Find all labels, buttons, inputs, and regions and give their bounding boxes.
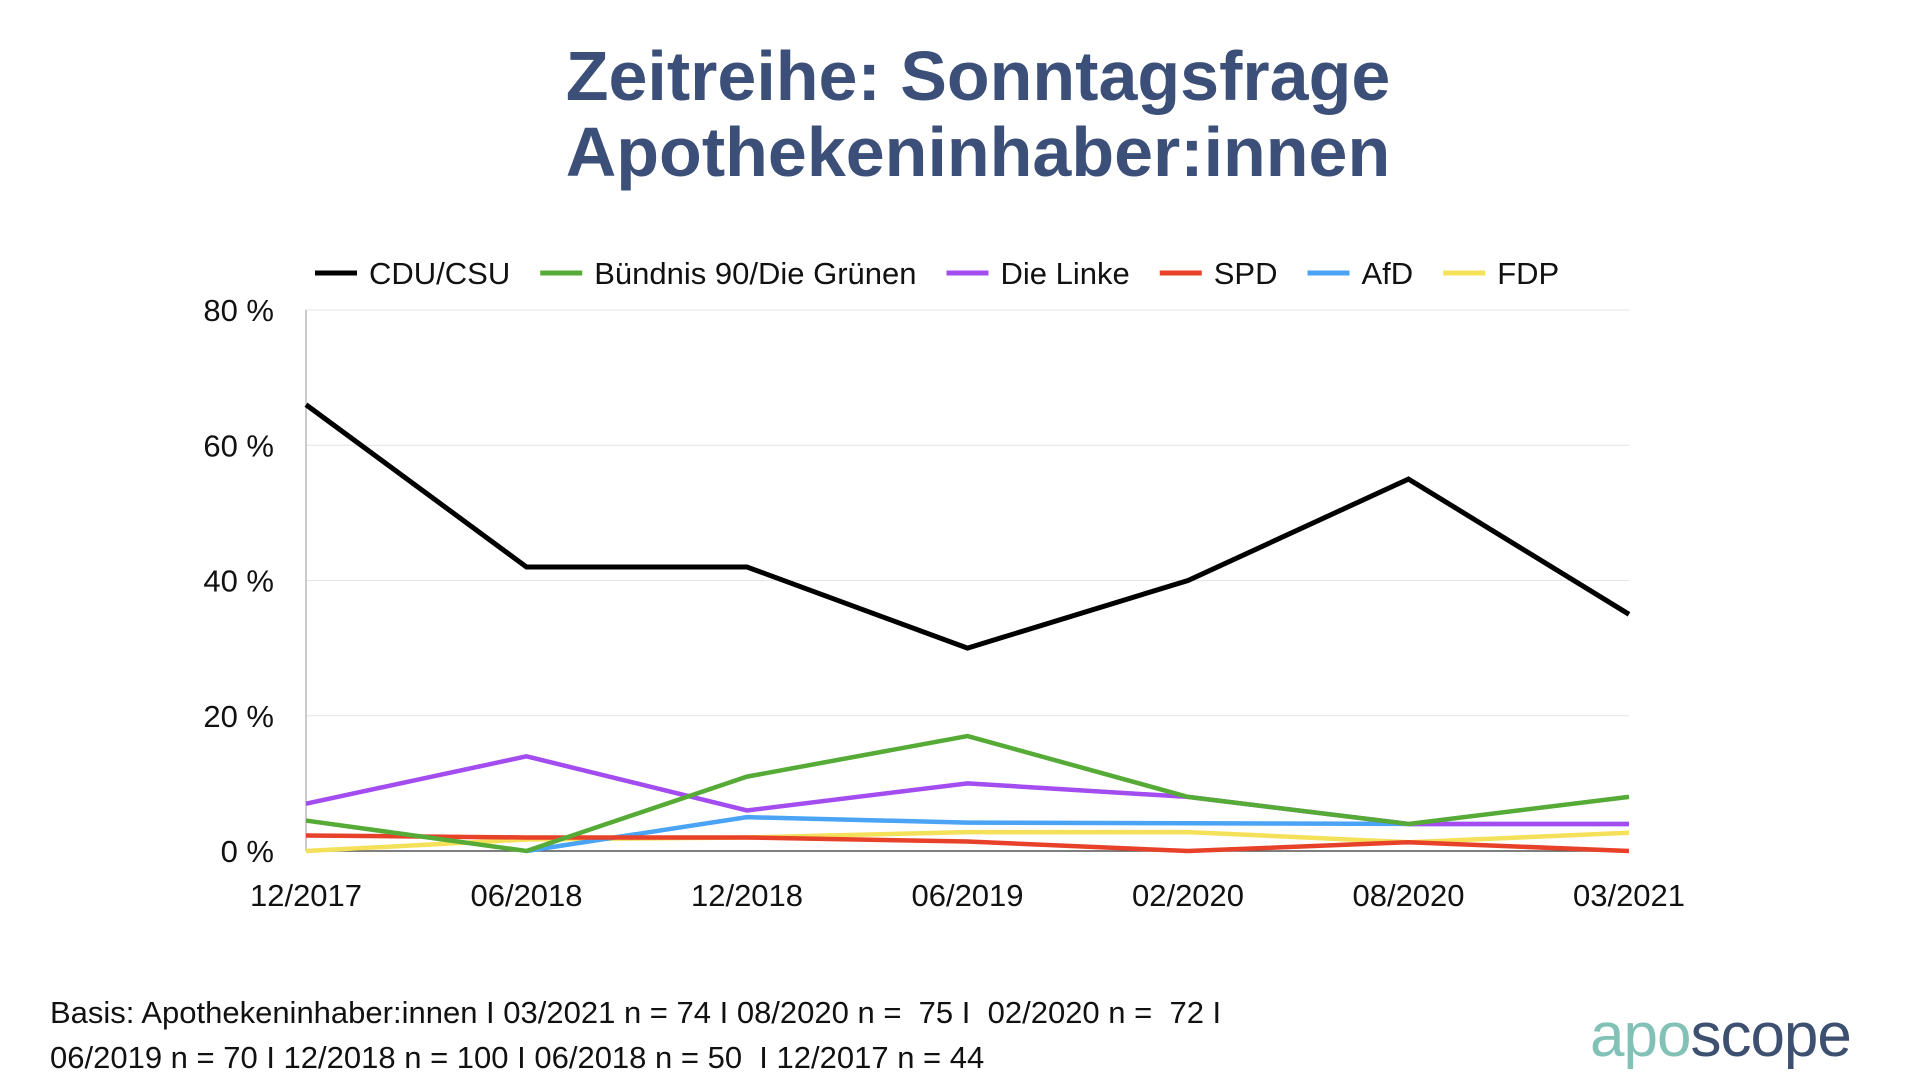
aposcope-logo: aposcope (1590, 1000, 1852, 1071)
x-tick-label: 08/2020 (1352, 878, 1464, 913)
series-line (304, 402, 1631, 651)
legend-label: AfD (1362, 256, 1414, 291)
logo-part-2: scope (1690, 1001, 1851, 1070)
series-line (305, 733, 1630, 854)
legend-label: Die Linke (1001, 256, 1130, 291)
x-tick-label: 12/2018 (691, 878, 803, 913)
x-tick-label: 02/2020 (1132, 878, 1244, 913)
x-tick-label: 06/2019 (911, 878, 1023, 913)
footer-basis: Basis: Apothekeninhaber:innen I 03/2021 … (50, 990, 1221, 1080)
legend-label: FDP (1497, 256, 1559, 291)
x-tick-label: 06/2018 (470, 878, 582, 913)
footer-line-1: Basis: Apothekeninhaber:innen I 03/2021 … (50, 995, 1222, 1030)
series-line (305, 754, 1629, 827)
y-tick-label: 60 % (203, 428, 274, 463)
footer-line-2: 06/2019 n = 70 I 12/2018 n = 100 I 06/20… (50, 1040, 985, 1075)
y-tick-label: 0 % (221, 834, 274, 869)
y-tick-label: 20 % (203, 699, 274, 734)
legend-label: Bündnis 90/Die Grünen (594, 256, 916, 291)
y-tick-label: 40 % (203, 564, 274, 599)
x-tick-label: 03/2021 (1573, 878, 1685, 913)
series-line (305, 833, 1630, 854)
x-tick-label: 12/2017 (250, 878, 362, 913)
title-line-2: Apothekeninhaber:innen (565, 113, 1391, 191)
y-tick-label: 80 % (203, 293, 274, 328)
title-line-1: Zeitreihe: Sonntagsfrage (565, 37, 1391, 115)
logo-part-1: apo (1590, 1001, 1691, 1070)
legend-label: CDU/CSU (369, 256, 510, 291)
chart-title: Zeitreihe: Sonntagsfrage Apothekeninhabe… (0, 38, 1920, 190)
legend-label: SPD (1214, 256, 1278, 291)
